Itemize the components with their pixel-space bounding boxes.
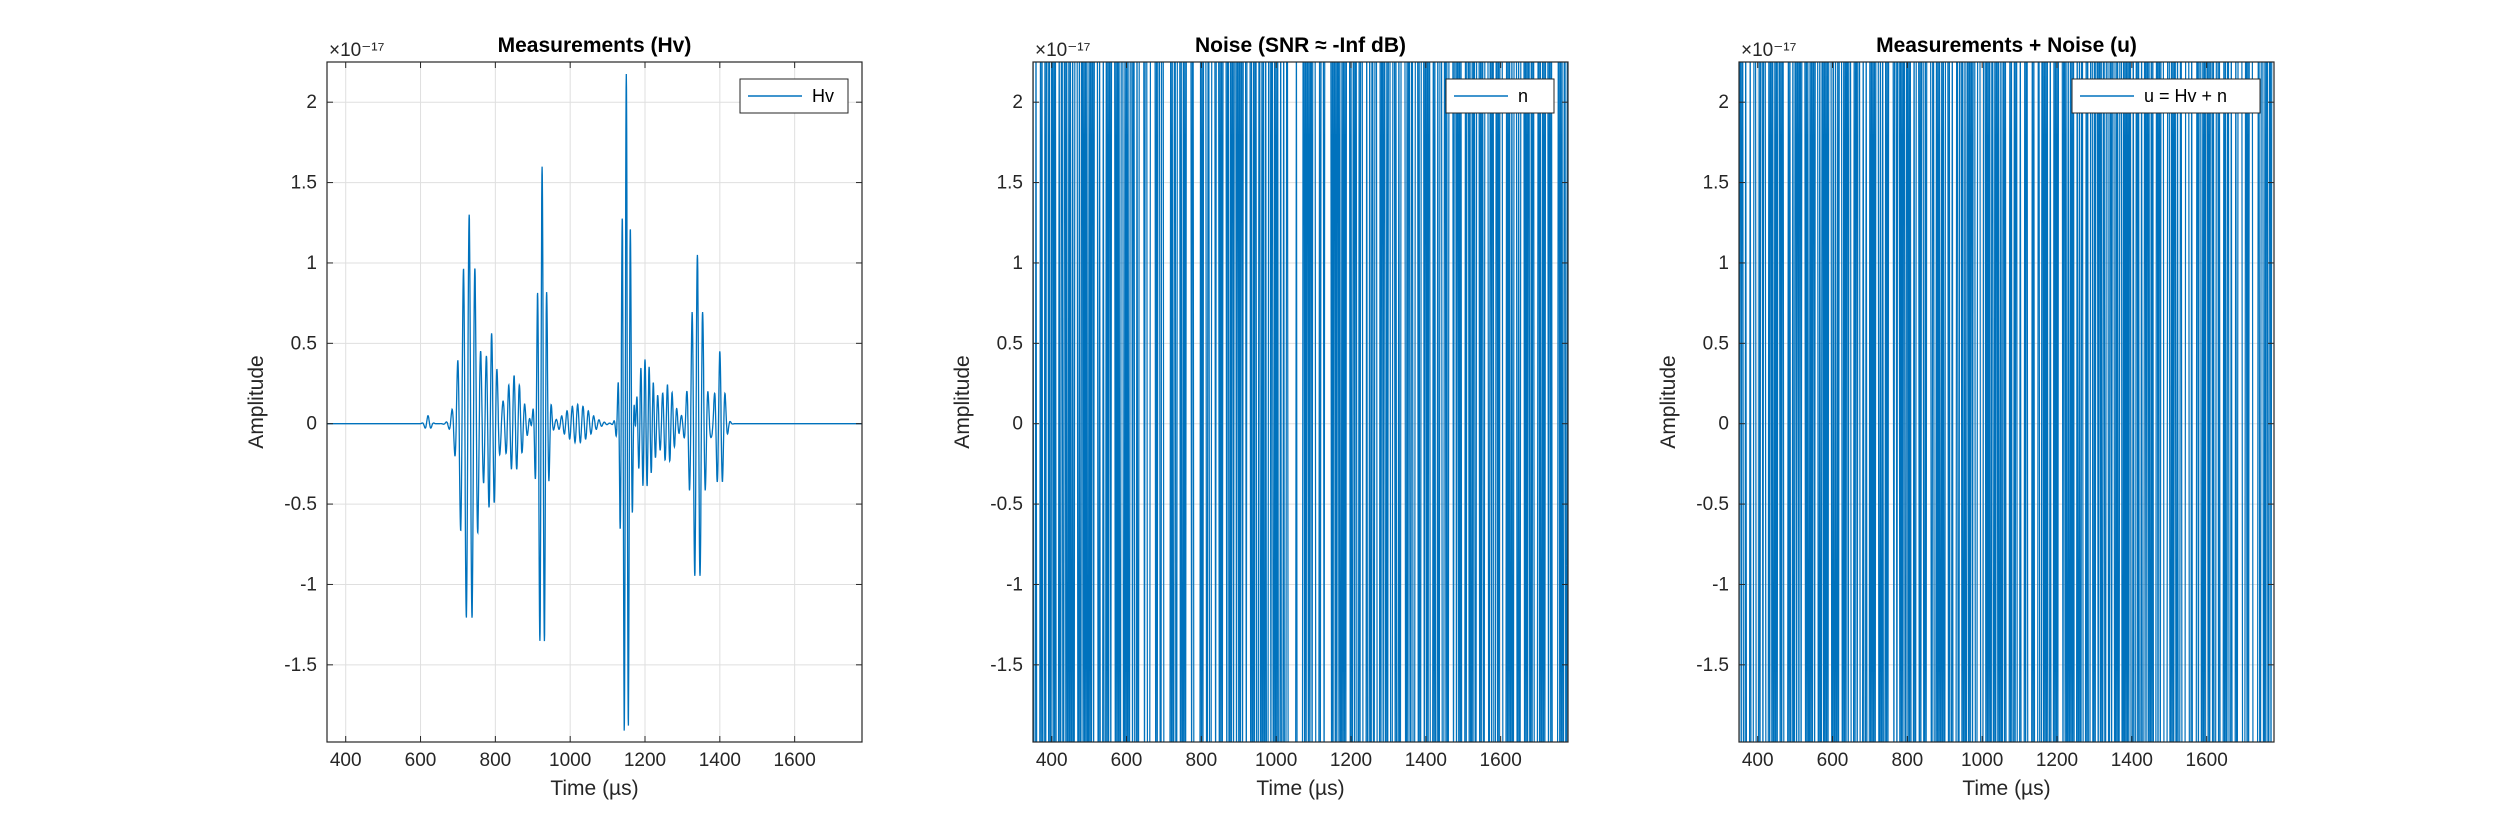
x-tick-label: 400 bbox=[1036, 750, 1068, 771]
y-tick-label: 0.5 bbox=[1703, 333, 1729, 354]
x-tick-label: 400 bbox=[330, 750, 362, 771]
legend: u = Hv + n bbox=[2072, 79, 2260, 113]
x-tick-label: 1400 bbox=[699, 750, 741, 771]
y-tick-label: 1 bbox=[1718, 253, 1729, 274]
x-tick-label: 800 bbox=[1892, 750, 1924, 771]
x-tick-label: 1000 bbox=[549, 750, 591, 771]
chart-title: Noise (SNR ≈ -Inf dB) bbox=[1195, 34, 1406, 57]
x-tick-label: 1600 bbox=[2186, 750, 2228, 771]
y-tick-label: -1 bbox=[1006, 574, 1023, 595]
y-tick-label: 0 bbox=[1718, 414, 1729, 435]
y-axis-label: Amplitude bbox=[245, 355, 268, 448]
y-tick-label: 2 bbox=[1012, 92, 1023, 113]
legend: n bbox=[1446, 79, 1554, 113]
y-tick-label: -1.5 bbox=[284, 655, 317, 676]
x-tick-label: 600 bbox=[1111, 750, 1143, 771]
x-tick-label: 400 bbox=[1742, 750, 1774, 771]
y-tick-label: 0 bbox=[306, 414, 317, 435]
y-tick-label: 2 bbox=[306, 92, 317, 113]
y-exponent-label: ×10⁻¹⁷ bbox=[1035, 40, 1091, 61]
x-tick-label: 1600 bbox=[774, 750, 816, 771]
y-tick-label: -1 bbox=[1712, 574, 1729, 595]
y-tick-label: 1 bbox=[306, 253, 317, 274]
y-tick-label: -1.5 bbox=[1696, 655, 1729, 676]
x-axis-label: Time (µs) bbox=[1256, 777, 1344, 800]
x-tick-label: 600 bbox=[1817, 750, 1849, 771]
y-tick-label: 0.5 bbox=[997, 333, 1023, 354]
y-tick-label: -0.5 bbox=[1696, 494, 1729, 515]
x-tick-label: 1200 bbox=[1330, 750, 1372, 771]
y-tick-label: 0 bbox=[1012, 414, 1023, 435]
legend-entry: u = Hv + n bbox=[2144, 86, 2227, 106]
legend-entry: Hv bbox=[812, 86, 834, 106]
y-exponent-label: ×10⁻¹⁷ bbox=[1741, 40, 1797, 61]
chart-title: Measurements + Noise (u) bbox=[1876, 34, 2137, 57]
x-tick-label: 800 bbox=[1186, 750, 1218, 771]
x-tick-label: 1200 bbox=[624, 750, 666, 771]
chart-title: Measurements (Hv) bbox=[498, 34, 692, 57]
x-tick-label: 1600 bbox=[1480, 750, 1522, 771]
y-tick-label: -0.5 bbox=[284, 494, 317, 515]
y-tick-label: 0.5 bbox=[291, 333, 317, 354]
y-tick-label: -1.5 bbox=[990, 655, 1023, 676]
x-tick-label: 1200 bbox=[2036, 750, 2078, 771]
x-axis-label: Time (µs) bbox=[1962, 777, 2050, 800]
y-tick-label: 1 bbox=[1012, 253, 1023, 274]
chart-3: 400 600 800 1000 1200 1400 1600 -1.5 -1 -0.5 0 0.5 1… bbox=[1657, 0, 2274, 833]
y-exponent-label: ×10⁻¹⁷ bbox=[329, 40, 385, 61]
x-tick-label: 600 bbox=[405, 750, 437, 771]
y-tick-label: 1.5 bbox=[1703, 173, 1729, 194]
x-tick-label: 800 bbox=[480, 750, 512, 771]
y-tick-label: -1 bbox=[300, 574, 317, 595]
y-tick-label: 1.5 bbox=[291, 173, 317, 194]
y-axis-label: Amplitude bbox=[1657, 355, 1680, 448]
x-tick-label: 1000 bbox=[1255, 750, 1297, 771]
legend: Hv bbox=[740, 79, 848, 113]
x-tick-label: 1400 bbox=[2111, 750, 2153, 771]
x-tick-label: 1400 bbox=[1405, 750, 1447, 771]
y-tick-label: -0.5 bbox=[990, 494, 1023, 515]
x-tick-label: 1000 bbox=[1961, 750, 2003, 771]
y-axis-label: Amplitude bbox=[951, 355, 974, 448]
y-tick-label: 2 bbox=[1718, 92, 1729, 113]
x-axis-label: Time (µs) bbox=[550, 777, 638, 800]
legend-entry: n bbox=[1518, 86, 1528, 106]
y-tick-label: 1.5 bbox=[997, 173, 1023, 194]
